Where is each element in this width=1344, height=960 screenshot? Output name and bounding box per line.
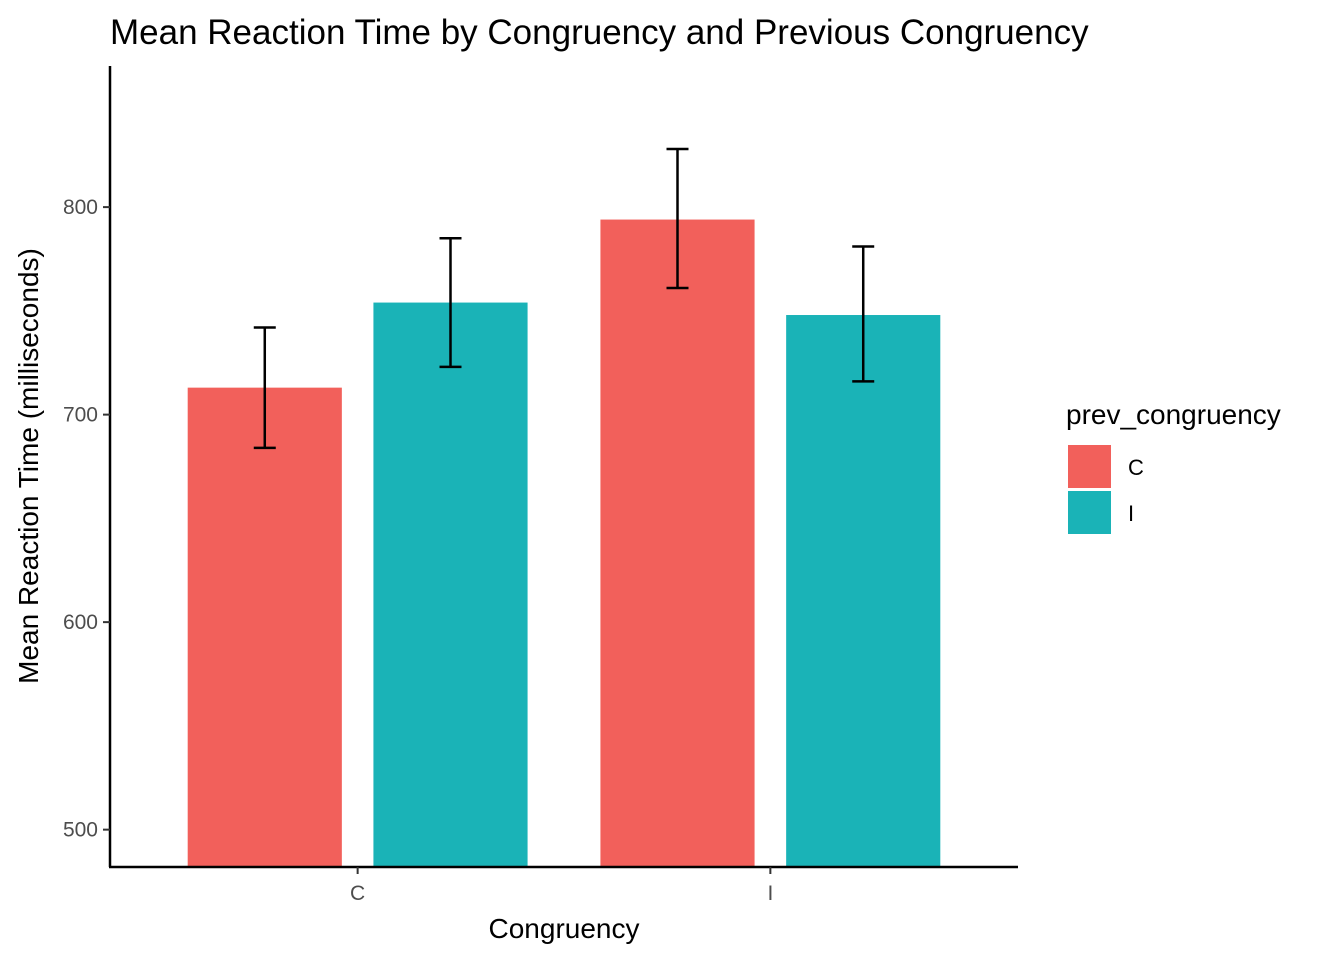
y-tick-label: 700 [63, 404, 98, 427]
x-tick-label: I [767, 882, 773, 905]
plot-area [187, 147, 941, 868]
legend-swatch-I [1068, 491, 1111, 534]
bar-I-C [600, 219, 755, 868]
legend-label-C: C [1128, 455, 1144, 480]
bar-C-I [373, 302, 528, 867]
bar-C-C [187, 387, 342, 867]
bar-I-I [786, 315, 941, 868]
legend: prev_congruency CI [1066, 399, 1281, 534]
y-tick-label: 600 [63, 611, 98, 634]
y-axis-title: Mean Reaction Time (milliseconds) [13, 248, 44, 684]
x-axis-title: Congruency [489, 913, 640, 944]
x-tick-label: C [350, 882, 365, 905]
legend-title: prev_congruency [1066, 399, 1281, 430]
y-tick-label: 800 [63, 196, 98, 219]
chart-title: Mean Reaction Time by Congruency and Pre… [110, 13, 1089, 52]
legend-label-I: I [1128, 501, 1134, 526]
y-axis-ticks: 500 600 700 800 [63, 196, 110, 842]
y-tick-label: 500 [63, 819, 98, 842]
legend-swatch-C [1068, 445, 1111, 488]
